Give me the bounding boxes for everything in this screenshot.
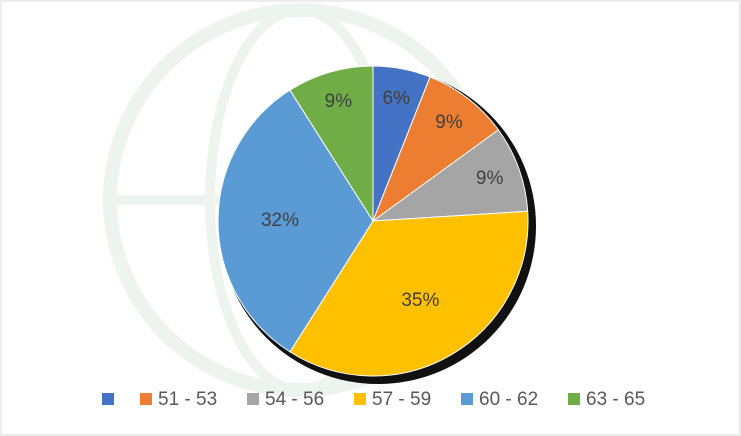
legend-label: 51 - 53: [158, 389, 217, 410]
legend-swatch: [247, 393, 259, 405]
legend-swatch: [461, 393, 473, 405]
legend-swatch: [354, 393, 366, 405]
legend-swatch: [140, 393, 152, 405]
data-label: 9%: [435, 112, 463, 133]
legend-swatch: [102, 393, 114, 405]
data-label: 9%: [476, 168, 504, 189]
pie: 6% 9% 9% 35% 32% 9%: [218, 66, 528, 376]
legend-label: 63 - 65: [586, 389, 645, 410]
data-label: 35%: [401, 290, 439, 311]
data-label: 6%: [383, 88, 411, 109]
data-label: 9%: [325, 91, 353, 112]
legend-label: 57 - 59: [372, 389, 431, 410]
legend-swatch: [568, 393, 580, 405]
legend-label: 54 - 56: [265, 389, 324, 410]
data-label: 32%: [261, 210, 299, 231]
legend-label: 60 - 62: [479, 389, 538, 410]
chart: 6% 9% 9% 35% 32% 9% 51 - 53 54 - 56 57 - 59 60 -…: [0, 0, 741, 436]
